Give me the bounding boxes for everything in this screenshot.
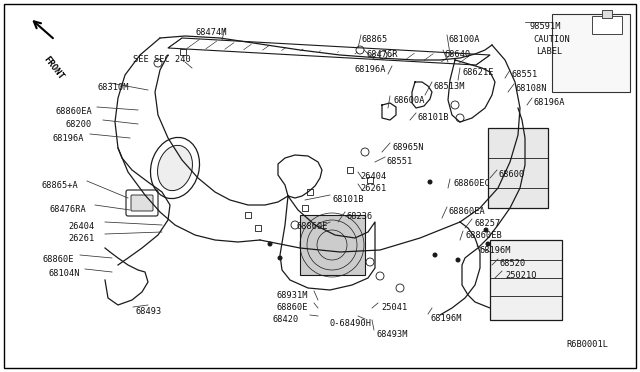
Text: 68513M: 68513M [434,82,465,91]
Bar [180,49,186,55]
Text: 68108N: 68108N [516,84,547,93]
Bar [307,189,313,195]
Bar [602,10,612,18]
Text: 25021Q: 25021Q [505,271,536,280]
Text: 68931M: 68931M [277,291,308,300]
Circle shape [483,228,488,232]
Text: 68101B: 68101B [418,113,449,122]
Bar [347,167,353,173]
Text: 26261: 26261 [68,234,94,243]
Text: FRONT: FRONT [42,55,66,82]
Text: 68493: 68493 [135,307,161,316]
Text: 68965N: 68965N [393,143,424,152]
Bar [367,177,373,183]
Text: 68600A: 68600A [394,96,426,105]
Text: 68104N: 68104N [48,269,79,278]
Text: 68860EC: 68860EC [454,179,491,188]
Text: SEE SEC 240: SEE SEC 240 [133,55,191,64]
Text: 68520: 68520 [500,259,526,268]
Text: 68476RA: 68476RA [49,205,86,214]
Text: 68865: 68865 [362,35,388,44]
Text: 68640: 68640 [445,50,471,59]
Text: 68860EA: 68860EA [55,107,92,116]
Text: 68196M: 68196M [480,246,511,255]
Circle shape [268,241,273,247]
Text: 68310M: 68310M [97,83,129,92]
Text: 68860EB: 68860EB [466,231,503,240]
Text: 68196A: 68196A [534,98,566,107]
Text: 68860EA: 68860EA [449,207,486,216]
FancyBboxPatch shape [131,195,153,211]
Text: 68101B: 68101B [333,195,365,204]
Bar [552,14,630,92]
Text: 26261: 26261 [360,184,387,193]
Text: 25041: 25041 [381,303,407,312]
Text: 68420: 68420 [273,315,300,324]
Text: 68100A: 68100A [449,35,481,44]
Text: CAUTION: CAUTION [533,35,570,44]
Text: 68865+A: 68865+A [41,181,77,190]
Bar [255,225,261,231]
Circle shape [486,241,490,247]
Text: 68257: 68257 [475,219,501,228]
Text: 68551: 68551 [512,70,538,79]
Text: R6B0001L: R6B0001L [566,340,608,349]
Text: 26404: 26404 [68,222,94,231]
Bar [490,240,562,320]
Bar [488,128,548,208]
Text: 68493M: 68493M [377,330,408,339]
Text: 26404: 26404 [360,172,387,181]
Text: 68196M: 68196M [431,314,463,323]
Text: 68621E: 68621E [463,68,495,77]
Bar [245,212,251,218]
Text: 68236: 68236 [347,212,373,221]
Text: 0-68490H: 0-68490H [330,319,372,328]
Text: 98591M: 98591M [530,22,561,31]
Circle shape [433,253,438,257]
Text: 68860E: 68860E [277,303,308,312]
Text: 68196A: 68196A [52,134,83,143]
Text: LABEL: LABEL [536,47,563,56]
Text: 68860E: 68860E [297,222,328,231]
Text: 68600: 68600 [499,170,525,179]
Circle shape [428,180,433,185]
Bar [592,16,622,34]
Ellipse shape [157,145,193,190]
Circle shape [278,256,282,260]
Text: 68551: 68551 [387,157,413,166]
Bar [300,215,365,275]
Text: 68476R: 68476R [367,50,399,59]
Bar [302,205,308,211]
Text: 68200: 68200 [65,120,92,129]
Text: 68474M: 68474M [195,28,227,37]
Circle shape [456,257,461,263]
Text: 68196A: 68196A [355,65,387,74]
Text: 68860E: 68860E [42,255,74,264]
